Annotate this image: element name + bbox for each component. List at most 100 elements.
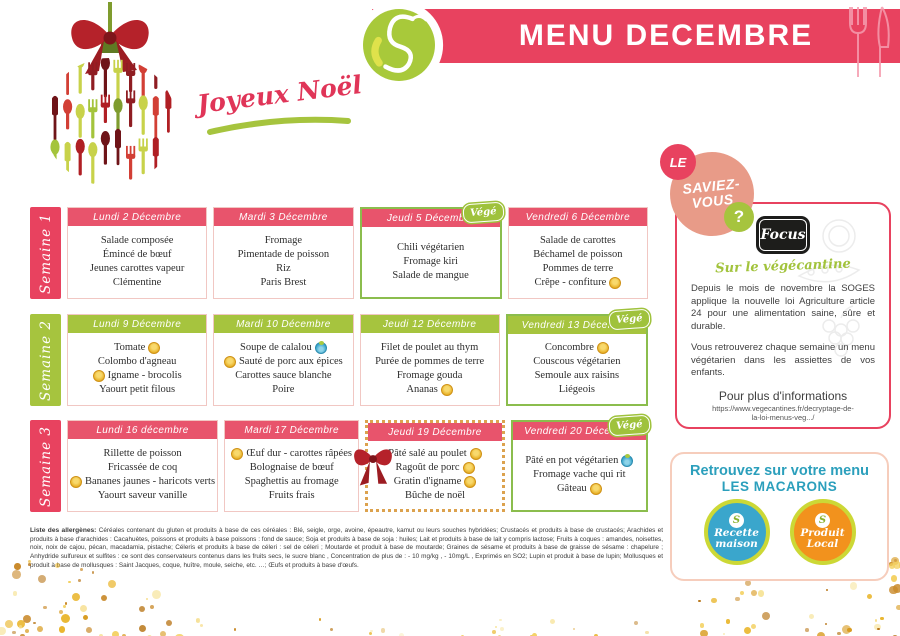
confetti-dot	[175, 633, 184, 636]
menu-item-text: Yaourt petit filous	[99, 384, 176, 395]
menu-item: Fromage vache qui rit	[533, 468, 625, 482]
christmas-ornament-graphic	[25, 2, 195, 200]
focus-badge: Focus	[756, 216, 810, 254]
menu-item: Soupe de calalou	[240, 341, 327, 355]
confetti-dot	[645, 630, 649, 635]
menu-item: Bananes jaunes - haricots verts	[70, 475, 215, 489]
menu-item-text: Carottes sauce blanche	[235, 370, 332, 381]
menu-item: Salade de carottes	[540, 234, 616, 248]
day-cards: Lundi 2 Décembre Salade composée Émincé de…	[67, 201, 648, 299]
day-card-body: Fromage Pimentade de poisson Riz Paris Bres…	[214, 226, 352, 298]
menu-item: Colombo d'agneau	[98, 355, 177, 369]
menu-item: Clémentine	[113, 276, 161, 290]
focus-subtitle: Sur le végécantine	[714, 256, 852, 277]
produit-local-icon	[92, 370, 105, 382]
confetti-dot	[896, 605, 900, 611]
confetti-dot	[750, 624, 756, 630]
menu-item-text: Soupe de calalou	[240, 342, 312, 353]
produit-local-icon	[596, 342, 609, 354]
confetti-dot	[735, 597, 740, 602]
confetti-dot	[23, 614, 32, 623]
menu-item: Bûche de noël	[405, 489, 465, 503]
title-banner: MENU DECEMBRE	[372, 9, 900, 63]
confetti-dot	[318, 618, 322, 621]
menu-item-text: Salade composée	[100, 235, 174, 246]
week-tab: Semaine 1	[30, 207, 61, 299]
day-card-body: Concombre Couscous végétarien Semoule aux …	[508, 334, 646, 404]
day-card-header: Vendredi 6 Décembre	[508, 208, 647, 226]
confetti-dot	[370, 629, 373, 633]
confetti-dot	[893, 584, 900, 594]
confetti-dot	[59, 610, 64, 615]
macarons-title: Retrouvez sur votre menu	[690, 463, 869, 479]
menu-item-text: Salade de carottes	[539, 235, 616, 246]
confetti-dot	[725, 619, 731, 624]
confetti-dot	[43, 605, 47, 610]
confetti-dot	[722, 632, 725, 635]
menu-item-text: Riz	[276, 263, 291, 274]
menu-item-text: Liégeois	[558, 384, 595, 395]
menu-item-text: Ananas	[406, 384, 438, 395]
confetti-dot	[700, 629, 708, 636]
confetti-dot	[28, 560, 32, 564]
macarons-row: S Recette maison S Produit Local	[672, 499, 887, 565]
produit-local-macaron: S Produit Local	[789, 499, 856, 565]
s-logo-icon: S	[815, 512, 830, 528]
menu-item-text: Gratin d'igname	[393, 476, 462, 487]
allergens-text: Liste des allergènes: Céréales contenant…	[30, 527, 664, 569]
macaron-label: Local	[806, 537, 839, 550]
confetti-dot	[60, 614, 70, 624]
menu-item-text: Fromage vache qui rit	[533, 469, 626, 480]
confetti-dot	[68, 580, 71, 583]
produit-local-icon	[589, 483, 602, 495]
menu-item-text: Béchamel de poisson	[533, 249, 623, 260]
day-card-header: Mardi 10 Décembre	[214, 315, 353, 333]
confetti-dot	[531, 632, 537, 636]
focus-card: Focus Sur le végécantine Depuis le mois …	[675, 202, 891, 429]
confetti-dot	[889, 562, 896, 569]
week-label: Semaine 2	[37, 319, 54, 401]
produit-local-icon	[440, 384, 453, 396]
vege-badge: Végé	[462, 201, 505, 224]
day-card: Jeudi 19 Décembre Pâté salé au poulet Rago…	[354, 420, 505, 512]
vegetable-doodles	[797, 219, 861, 357]
confetti-dot	[91, 571, 95, 574]
confetti-dot	[20, 634, 25, 636]
confetti-dot	[805, 628, 809, 632]
menu-item-text: Paris Brest	[260, 277, 307, 288]
menu-item: Concombre	[545, 341, 609, 355]
day-card-body: Filet de poulet au thym Purée de pommes d…	[361, 333, 499, 405]
day-card-body: Chili végétarien Fromage kiri Salade de ma…	[362, 227, 500, 297]
confetti-dot	[138, 605, 146, 613]
week-label: Semaine 1	[37, 212, 54, 294]
menu-item: Ragoût de porc	[395, 461, 475, 475]
macarons-subtitle: LES MACARONS	[721, 479, 838, 494]
confetti-dot	[37, 625, 43, 632]
confetti-dot	[711, 597, 717, 604]
confetti-dot	[0, 626, 6, 636]
menu-item-text: Ragoût de porc	[395, 462, 460, 473]
menu-item-text: Fromage gouda	[396, 370, 463, 381]
confetti-dot	[166, 619, 173, 626]
menu-item-text: Pommes de terre	[542, 263, 614, 274]
week-tab: Semaine 2	[30, 314, 61, 406]
menu-item-text: Semoule aux raisins	[534, 370, 620, 381]
produit-local-icon	[464, 476, 477, 488]
macaron-label: Produit	[800, 526, 845, 539]
confetti-dot	[849, 582, 858, 591]
confetti-dot	[594, 633, 599, 636]
menu-item: Carottes sauce blanche	[235, 369, 331, 383]
confetti-dot	[145, 597, 149, 600]
confetti-dot	[199, 624, 204, 628]
menu-item: Gâteau	[557, 482, 602, 496]
confetti-dot	[37, 575, 46, 584]
produit-local-icon	[223, 356, 236, 368]
confetti-dot	[744, 627, 752, 635]
menu-item: Riz	[276, 262, 291, 276]
day-card: Jeudi 5 Décembre Végé Chili végétarien From…	[359, 201, 505, 299]
menu-item: Purée de pommes de terre	[375, 355, 484, 369]
confetti-dot	[890, 574, 898, 582]
confetti-dot	[757, 590, 765, 598]
menu-item: Fruits frais	[269, 489, 315, 503]
